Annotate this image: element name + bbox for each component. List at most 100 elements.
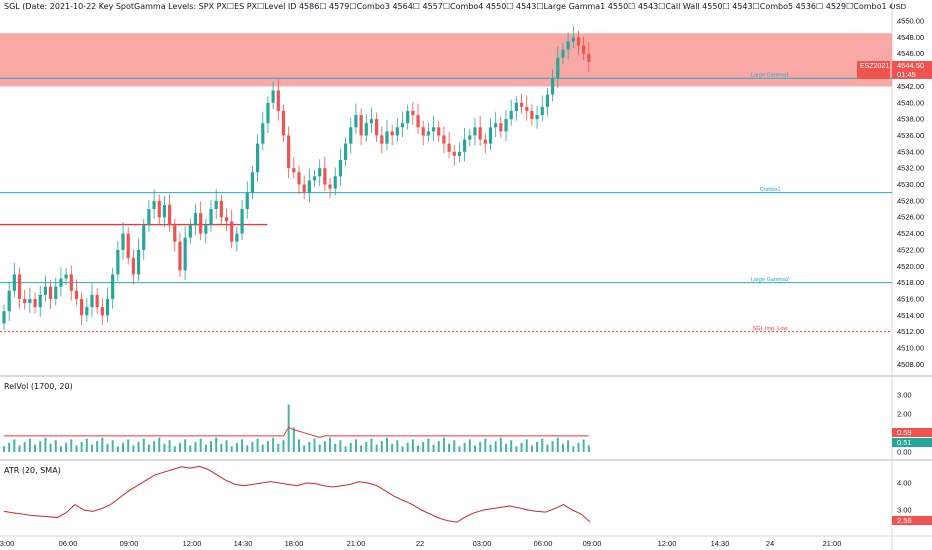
candle-body <box>349 127 353 144</box>
relvol-bar <box>178 442 181 452</box>
relvol-bar <box>401 446 404 452</box>
level-label: Large Gamma2 <box>751 277 789 283</box>
candle-body <box>95 294 99 308</box>
candle-body <box>80 298 84 316</box>
time-tick-label: 06:00 <box>59 539 78 548</box>
candle-body <box>136 249 141 275</box>
relvol-badge-bg <box>892 438 932 447</box>
relvol-bar <box>272 437 275 452</box>
candle-body <box>266 102 270 124</box>
relvol-bar <box>515 446 518 452</box>
relvol-bar <box>215 437 218 452</box>
candle-body <box>59 278 63 287</box>
candle-body <box>245 192 249 210</box>
candle-body <box>121 233 125 250</box>
relvol-bar <box>396 440 399 452</box>
relvol-bar <box>468 439 471 452</box>
candle-body <box>504 119 508 132</box>
candle-body <box>48 286 53 299</box>
candle-body <box>38 294 42 308</box>
relvol-bar <box>147 444 150 452</box>
candle-body <box>457 151 462 156</box>
candle-body <box>426 131 430 136</box>
relvol-bar <box>427 438 430 452</box>
candle-body <box>173 225 177 242</box>
relvol-bar <box>370 438 373 452</box>
relvol-bar <box>375 444 378 452</box>
price-badge-value: 4544.50 <box>897 61 924 70</box>
candle-body <box>281 110 286 136</box>
time-tick-label: 3:00 <box>0 539 14 548</box>
relvol-bar <box>458 446 461 452</box>
relvol-bar <box>127 439 130 452</box>
candle-body <box>74 290 79 299</box>
candle-body <box>566 41 570 50</box>
relvol-bar <box>225 440 228 452</box>
relvol-bar <box>194 441 197 452</box>
relvol-bar <box>329 437 332 452</box>
atr-badge-bg <box>892 516 932 525</box>
candle-body <box>28 298 32 304</box>
relvol-bar <box>582 439 585 452</box>
relvol-bar <box>54 440 57 452</box>
candle-body <box>478 127 482 140</box>
candle-body <box>411 110 415 116</box>
relvol-bar <box>106 443 109 452</box>
relvol-bar <box>520 442 523 452</box>
candle-body <box>468 135 472 140</box>
relvol-bar <box>422 441 425 452</box>
candle-body <box>126 233 130 259</box>
relvol-bar <box>572 446 575 452</box>
relvol-bar <box>339 440 342 452</box>
time-tick-label: 14:30 <box>234 539 253 548</box>
relvol-bar <box>173 446 176 452</box>
candle-body <box>447 143 451 152</box>
currency-label: USD <box>890 2 906 11</box>
candle-body <box>230 221 234 242</box>
relvol-bar <box>546 444 549 452</box>
candle-body <box>307 180 311 193</box>
price-badge-bg <box>857 60 890 79</box>
candle-body <box>17 274 22 299</box>
time-tick-label: 12:00 <box>658 539 677 548</box>
candle-body <box>147 209 151 226</box>
relvol-badge: 0.51 <box>897 438 912 447</box>
candle-body <box>219 200 223 218</box>
atr-line <box>3 465 591 523</box>
candle-body <box>297 172 301 185</box>
relvol-bar <box>525 439 528 452</box>
candle-body <box>131 258 135 275</box>
relvol-bar <box>34 444 37 452</box>
time-tick-label: 22 <box>416 539 424 548</box>
candle-body <box>437 127 441 136</box>
relvol-bar <box>220 443 223 452</box>
relvol-bar <box>463 442 466 452</box>
price-badge-bg <box>892 60 932 79</box>
candle-body <box>33 298 37 308</box>
relvol-bar <box>199 438 202 452</box>
relvol-bar <box>448 443 451 452</box>
time-tick-label: 03:00 <box>473 539 492 548</box>
time-tick-label: 21:00 <box>347 539 366 548</box>
relvol-bar <box>23 441 26 452</box>
candle-body <box>416 115 420 128</box>
candle-body <box>214 200 218 210</box>
level-label: Combo1 <box>760 187 781 193</box>
candle-body <box>571 37 575 42</box>
relvol-bar <box>261 444 264 452</box>
candle-body <box>442 135 446 144</box>
relvol-bar <box>567 440 570 452</box>
relvol-bar <box>510 440 513 452</box>
relvol-bar <box>551 441 554 452</box>
time-tick-label: 14:30 <box>711 539 730 548</box>
time-tick-label: 06:00 <box>534 539 553 548</box>
level-label: SGL Imp. Low <box>753 326 788 332</box>
candle-body <box>199 213 203 234</box>
candle-body <box>530 110 534 120</box>
candle-body <box>488 127 493 144</box>
relvol-bar <box>65 442 68 452</box>
relvol-bar <box>3 446 5 452</box>
relvol-badge: 0.59 <box>897 428 912 437</box>
relvol-bar <box>541 438 544 452</box>
